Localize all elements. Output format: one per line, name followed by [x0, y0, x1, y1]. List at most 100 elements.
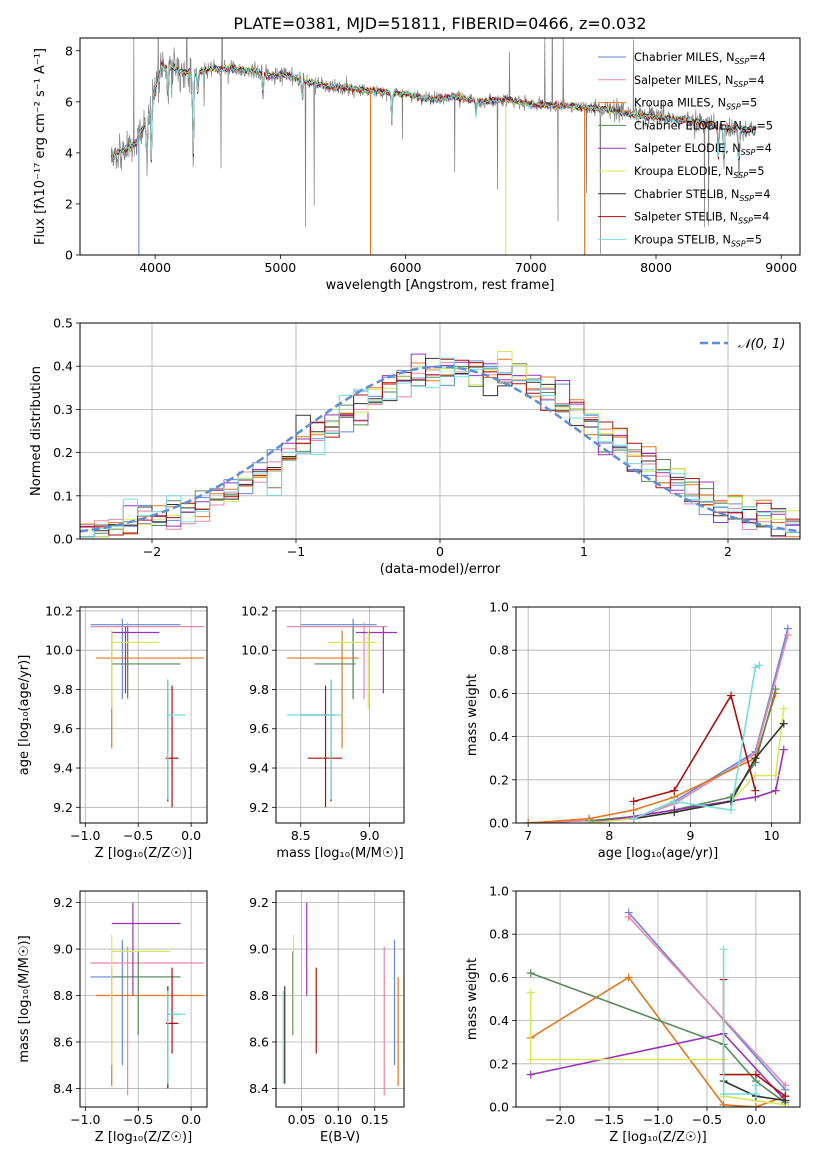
y-tick-label: 0.4: [489, 729, 509, 744]
x-tick-label: 7: [524, 828, 532, 843]
legend-series-name: Kroupa STELIB: [634, 233, 715, 246]
y-tick-label: 8.8: [53, 988, 73, 1003]
legend-nssp-subscript: SSP: [733, 171, 748, 180]
y-tick-label: 8: [65, 43, 73, 58]
mass-weight-marker: [719, 1100, 728, 1107]
legend-nssp-prefix: , N: [723, 211, 738, 224]
y-tick-label: 2: [65, 196, 73, 211]
legend-nssp-value: =: [755, 142, 764, 155]
legend-nssp-prefix: , N: [726, 119, 741, 132]
plot-frame: [79, 606, 208, 824]
y-axis-label: mass [log₁₀(M/M☉)]: [17, 935, 32, 1062]
figure-title: PLATE=0381, MJD=51811, FIBERID=0466, z=0…: [233, 14, 646, 33]
mass-weight-line: [528, 628, 789, 823]
y-axis-label: Normed distribution: [29, 366, 44, 496]
y-tick-label: 8.4: [249, 1081, 269, 1096]
plot-frame: [79, 322, 801, 540]
y-axis-label: mass weight: [465, 674, 480, 756]
errorbar-point: [328, 630, 377, 710]
mass-weight-marker: [783, 631, 792, 640]
errorbar-point: [90, 939, 181, 1066]
x-tick-label: 6000: [390, 260, 422, 275]
legend-entry: 𝒩(0, 1): [738, 337, 785, 352]
y-tick-label: 9.6: [53, 721, 73, 736]
mass-weight-marker: [751, 786, 760, 795]
y-tick-label: 9.2: [249, 800, 269, 815]
legend-series-name: Chabrier MILES: [634, 51, 719, 64]
y-tick-label: 8.4: [53, 1081, 73, 1096]
y-tick-label: 0.2: [489, 772, 509, 787]
y-tick-label: 8.8: [249, 988, 269, 1003]
legend-nssp-prefix: , N: [711, 97, 726, 110]
mass-weight-marker: [779, 745, 788, 754]
legend-entry: Kroupa MILES, NSSP=5: [634, 97, 757, 112]
legend-nssp-subscript: SSP: [738, 217, 753, 226]
x-axis-label: wavelength [Angstrom, rest frame]: [326, 278, 555, 293]
y-tick-label: 10.2: [241, 603, 269, 618]
y-tick-label: 1.0: [489, 884, 509, 899]
plot-area: [526, 908, 790, 1107]
mass-weight-marker: [629, 797, 638, 806]
x-tick-label: −2: [143, 544, 161, 559]
y-tick-label: 9.2: [53, 800, 73, 815]
legend-nssp-count: 4: [762, 211, 769, 224]
x-tick-label: 5000: [264, 260, 296, 275]
legend-nssp-value: =: [748, 165, 757, 178]
errorbar-point: [167, 986, 181, 1089]
y-tick-label: 0.8: [489, 643, 509, 658]
mass-weight-marker: [779, 704, 788, 713]
y-tick-label: 0.8: [489, 927, 509, 942]
y-tick-label: 0.5: [53, 316, 73, 331]
y-tick-label: 10.0: [45, 643, 73, 658]
errorbar-point: [300, 618, 377, 700]
y-tick-label: 0.2: [53, 445, 73, 460]
errorbar-point: [111, 902, 181, 996]
mass-weight-marker: [727, 797, 736, 806]
legend-nssp-count: 5: [757, 165, 764, 178]
y-tick-label: 0.4: [53, 359, 73, 374]
y-axis-label: age [log₁₀(age/yr)]: [17, 655, 32, 776]
x-axis-label: (data-model)/error: [380, 562, 501, 577]
age-vs-mass-panel: 8.5 9.0 9.2 9.4 9.6 9.8 10.0 10.2 mass [log₁₀(M/…: [241, 603, 405, 861]
y-axis-label: Flux [fλ10⁻¹⁷ erg cm⁻² s⁻¹ A⁻¹]: [33, 48, 48, 245]
y-tick-label: 9.0: [249, 942, 269, 957]
y-tick-label: 10.0: [241, 643, 269, 658]
errorbar-point: [90, 618, 181, 700]
x-tick-label: −1.0: [70, 828, 100, 843]
legend-series-name: Chabrier STELIB: [634, 188, 724, 201]
mass-weight-marker: [779, 719, 788, 728]
x-tick-label: 7000: [515, 260, 547, 275]
legend-nssp-subscript: SSP: [731, 239, 746, 248]
x-tick-label: 0.10: [324, 1112, 352, 1127]
y-tick-label: 9.4: [53, 761, 73, 776]
legend-nssp-count: 4: [757, 74, 764, 87]
mass-weight-marker: [751, 1103, 760, 1107]
mass-weight-marker: [771, 685, 780, 694]
errorbar-point: [111, 626, 160, 694]
plot-frame: [515, 890, 801, 1108]
legend-entry: Kroupa ELODIE, NSSP=5: [634, 165, 765, 180]
legend-entry: Chabrier MILES, NSSP=4: [634, 51, 766, 66]
errorbar-point: [111, 951, 181, 1035]
grid: [276, 607, 404, 823]
mass-weight-marker: [781, 1081, 790, 1090]
mass-weight-line: [628, 916, 786, 1086]
grid: [80, 607, 207, 823]
mass-weight-marker: [526, 988, 535, 997]
plot-area: [287, 618, 398, 808]
mass-weight-marker: [751, 754, 760, 763]
x-tick-label: −1.0: [70, 1112, 100, 1127]
mass-weight-line: [588, 708, 785, 823]
legend-nssp-subscript: SSP: [739, 194, 754, 203]
legend-nssp-value: =: [749, 51, 758, 64]
model-spectrum-line: [110, 63, 756, 162]
model-spectrum-line: [111, 64, 756, 161]
legend-nssp-count: 4: [759, 51, 766, 64]
x-tick-label: −2.0: [545, 1112, 575, 1127]
legend-nssp-count: 5: [766, 119, 773, 132]
mass-weight-marker: [751, 1090, 760, 1099]
plot-frame: [275, 890, 405, 1108]
residuals-panel: −2 −1 0 1 2 0.0 0.1 0.2 0.3 0.4 0.5 (data-model)/er…: [29, 316, 801, 577]
legend-nssp-value: =: [746, 233, 755, 246]
